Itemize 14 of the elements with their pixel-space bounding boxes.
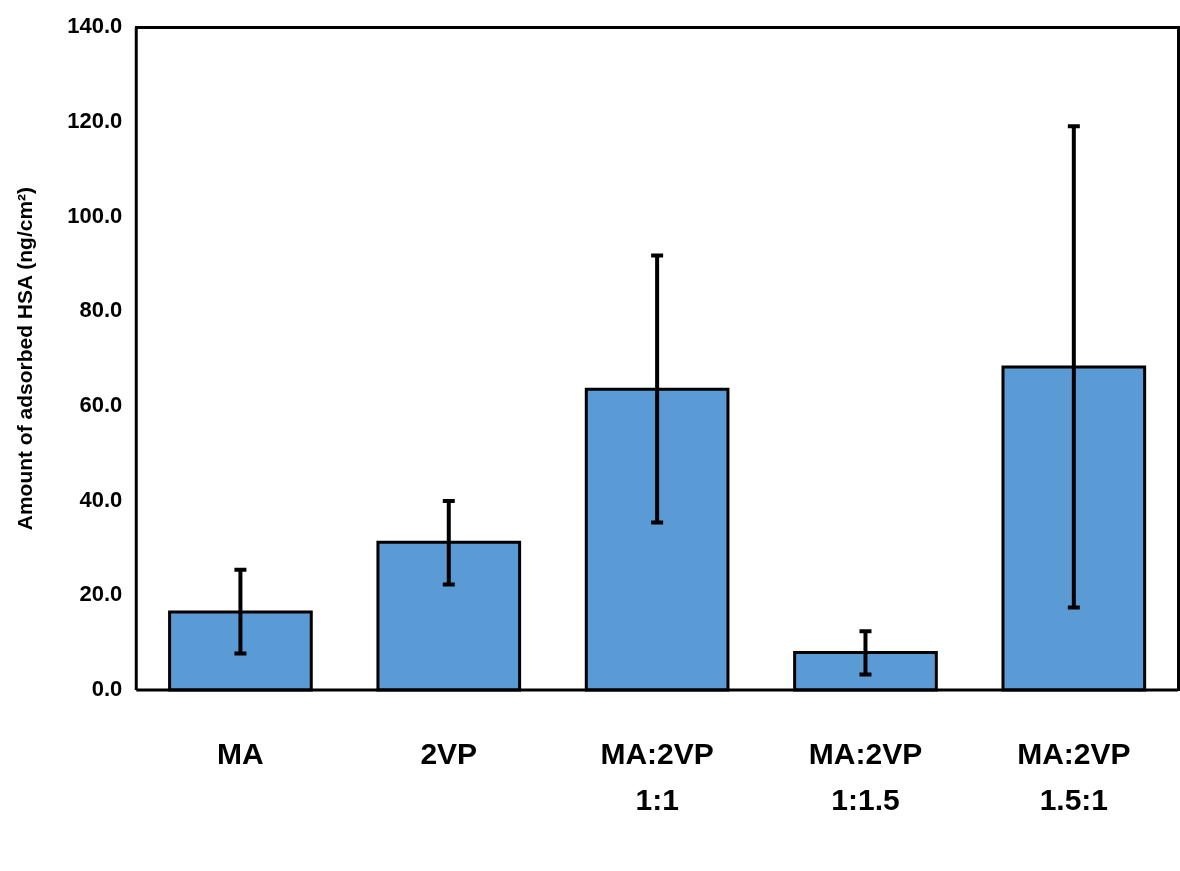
y-tick-label: 80.0 <box>79 297 123 323</box>
x-tick-label: 2VP <box>420 736 478 770</box>
x-tick-label: MA:2VP 1:1 <box>600 736 714 817</box>
y-axis-title: Amount of adsorbed HSA (ng/cm²) <box>13 186 37 531</box>
y-tick-label: 20.0 <box>79 581 123 607</box>
y-tick-label: 140.0 <box>67 13 123 39</box>
y-tick-label: 0.0 <box>91 676 123 702</box>
y-tick-label: 60.0 <box>79 392 123 418</box>
x-tick-label: MA <box>217 736 264 770</box>
y-tick-label: 100.0 <box>67 202 123 228</box>
x-tick-label: MA:2VP 1.5:1 <box>1017 736 1131 817</box>
y-tick-label: 120.0 <box>67 107 123 133</box>
x-tick-label: MA:2VP 1:1.5 <box>808 736 923 817</box>
y-tick-label: 40.0 <box>79 486 123 512</box>
